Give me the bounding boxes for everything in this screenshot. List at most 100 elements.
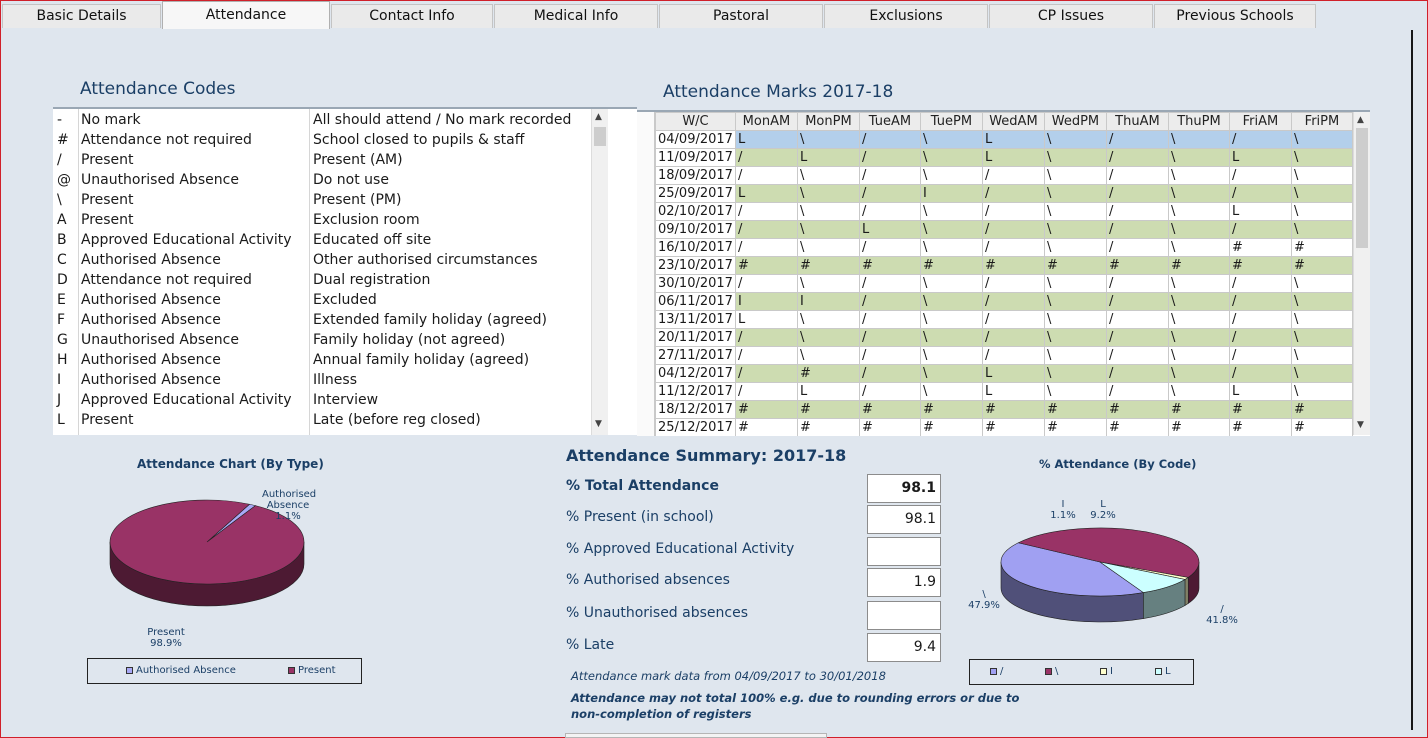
mark-cell[interactable]: \ [1290, 310, 1353, 329]
code-row[interactable]: L Present Late (before reg closed) [53, 410, 593, 430]
mark-cell[interactable]: / [858, 202, 921, 221]
mark-cell[interactable]: \ [919, 220, 983, 239]
scroll-thumb[interactable] [1356, 128, 1368, 248]
column-header[interactable]: ThuPM [1167, 112, 1230, 131]
mark-cell[interactable]: \ [919, 166, 983, 185]
code-row[interactable]: \ Present Present (PM) [53, 190, 593, 210]
attendance-codes-list[interactable]: ▲ ▼ - No mark All should attend / No mark … [53, 107, 637, 435]
tab-exclusions[interactable]: Exclusions [824, 4, 988, 28]
mark-cell[interactable]: / [734, 238, 798, 257]
mark-cell[interactable]: \ [796, 184, 860, 203]
table-row[interactable]: 13/11/2017 L \ / \ / \ / \ / \ [655, 310, 1353, 329]
mark-cell[interactable]: / [734, 220, 798, 239]
week-commencing-cell[interactable]: 25/09/2017 [655, 184, 736, 203]
mark-cell[interactable]: L [981, 130, 1045, 149]
mark-cell[interactable]: / [858, 292, 921, 311]
mark-cell[interactable]: # [1290, 256, 1353, 275]
mark-cell[interactable]: # [796, 418, 860, 436]
mark-cell[interactable]: # [919, 256, 983, 275]
mark-cell[interactable]: \ [1043, 184, 1107, 203]
tab-medical-info[interactable]: Medical Info [494, 4, 658, 28]
mark-cell[interactable]: \ [1290, 148, 1353, 167]
mark-cell[interactable]: / [858, 148, 921, 167]
scroll-down-icon[interactable]: ▼ [1357, 420, 1364, 430]
mark-cell[interactable]: / [1228, 346, 1292, 365]
tab-basic-details[interactable]: Basic Details [2, 4, 161, 28]
week-commencing-cell[interactable]: 04/09/2017 [655, 130, 736, 149]
attendance-marks-grid[interactable]: W/C MonAM MonPM TueAM TuePM WedAM WedPM ThuAM Th… [637, 110, 1370, 436]
mark-cell[interactable]: / [858, 166, 921, 185]
mark-cell[interactable]: / [1105, 202, 1169, 221]
mark-cell[interactable]: / [1105, 382, 1169, 401]
mark-cell[interactable]: / [1228, 166, 1292, 185]
mark-cell[interactable]: / [981, 346, 1045, 365]
mark-cell[interactable]: / [1228, 220, 1292, 239]
mark-cell[interactable]: / [981, 184, 1045, 203]
mark-cell[interactable]: L [858, 220, 921, 239]
column-header[interactable]: W/C [655, 112, 736, 131]
mark-cell[interactable]: # [1043, 418, 1107, 436]
mark-cell[interactable]: # [981, 418, 1045, 436]
column-header[interactable]: MonPM [796, 112, 860, 131]
mark-cell[interactable]: \ [1167, 238, 1230, 257]
mark-cell[interactable]: L [1228, 202, 1292, 221]
mark-cell[interactable]: / [1228, 328, 1292, 347]
mark-cell[interactable]: # [1105, 418, 1169, 436]
code-row[interactable]: # Attendance not required School closed to… [53, 130, 593, 150]
mark-cell[interactable]: \ [796, 274, 860, 293]
week-commencing-cell[interactable]: 11/09/2017 [655, 148, 736, 167]
week-commencing-cell[interactable]: 04/12/2017 [655, 364, 736, 383]
week-commencing-cell[interactable]: 25/12/2017 [655, 418, 736, 436]
mark-cell[interactable]: / [734, 382, 798, 401]
mark-cell[interactable]: # [858, 400, 921, 419]
mark-cell[interactable]: \ [1290, 130, 1353, 149]
code-row[interactable]: I Authorised Absence Illness [53, 370, 593, 390]
mark-cell[interactable]: \ [1167, 328, 1230, 347]
week-commencing-cell[interactable]: 16/10/2017 [655, 238, 736, 257]
mark-cell[interactable]: \ [1167, 130, 1230, 149]
column-header[interactable]: TuePM [919, 112, 983, 131]
mark-cell[interactable]: / [981, 202, 1045, 221]
week-commencing-cell[interactable]: 23/10/2017 [655, 256, 736, 275]
row-selector-gutter[interactable] [637, 112, 655, 436]
mark-cell[interactable]: \ [1290, 202, 1353, 221]
mark-cell[interactable]: / [734, 364, 798, 383]
mark-cell[interactable]: I [919, 184, 983, 203]
scroll-up-icon[interactable]: ▲ [1357, 115, 1364, 125]
table-row[interactable]: 02/10/2017/\ / \ / \ / \ L \ [655, 202, 1353, 221]
mark-cell[interactable]: / [1105, 166, 1169, 185]
week-commencing-cell[interactable]: 02/10/2017 [655, 202, 736, 221]
mark-cell[interactable]: / [734, 202, 798, 221]
mark-cell[interactable]: / [858, 382, 921, 401]
mark-cell[interactable]: \ [1167, 148, 1230, 167]
mark-cell[interactable]: \ [1290, 328, 1353, 347]
mark-cell[interactable]: \ [1167, 274, 1230, 293]
mark-cell[interactable]: / [858, 130, 921, 149]
tab-attendance[interactable]: Attendance [162, 1, 330, 29]
mark-cell[interactable]: \ [1043, 364, 1107, 383]
week-commencing-cell[interactable]: 30/10/2017 [655, 274, 736, 293]
mark-cell[interactable]: / [858, 346, 921, 365]
table-row[interactable]: 25/09/2017 L \ / I / \ / \ / \ [655, 184, 1353, 203]
column-header[interactable]: MonAM [734, 112, 798, 131]
table-row[interactable]: 18/12/2017 # # # # # # # # # # [655, 400, 1353, 419]
mark-cell[interactable]: \ [796, 238, 860, 257]
mark-cell[interactable]: \ [1167, 346, 1230, 365]
column-header[interactable]: FriAM [1228, 112, 1292, 131]
mark-cell[interactable]: # [1043, 256, 1107, 275]
code-row[interactable]: J Approved Educational Activity Interview [53, 390, 593, 410]
mark-cell[interactable]: / [1228, 130, 1292, 149]
table-row[interactable]: 18/09/2017/\ / \ / \ / \ / \ [655, 166, 1353, 185]
mark-cell[interactable]: \ [1167, 184, 1230, 203]
mark-cell[interactable]: / [981, 310, 1045, 329]
mark-cell[interactable]: \ [919, 292, 983, 311]
mark-cell[interactable]: L [734, 130, 798, 149]
mark-cell[interactable]: \ [1043, 202, 1107, 221]
mark-cell[interactable]: \ [1167, 202, 1230, 221]
mark-cell[interactable]: \ [796, 220, 860, 239]
mark-cell[interactable]: \ [1043, 310, 1107, 329]
mark-cell[interactable]: \ [919, 148, 983, 167]
mark-cell[interactable]: # [734, 256, 798, 275]
mark-cell[interactable]: / [1105, 184, 1169, 203]
mark-cell[interactable]: \ [796, 310, 860, 329]
